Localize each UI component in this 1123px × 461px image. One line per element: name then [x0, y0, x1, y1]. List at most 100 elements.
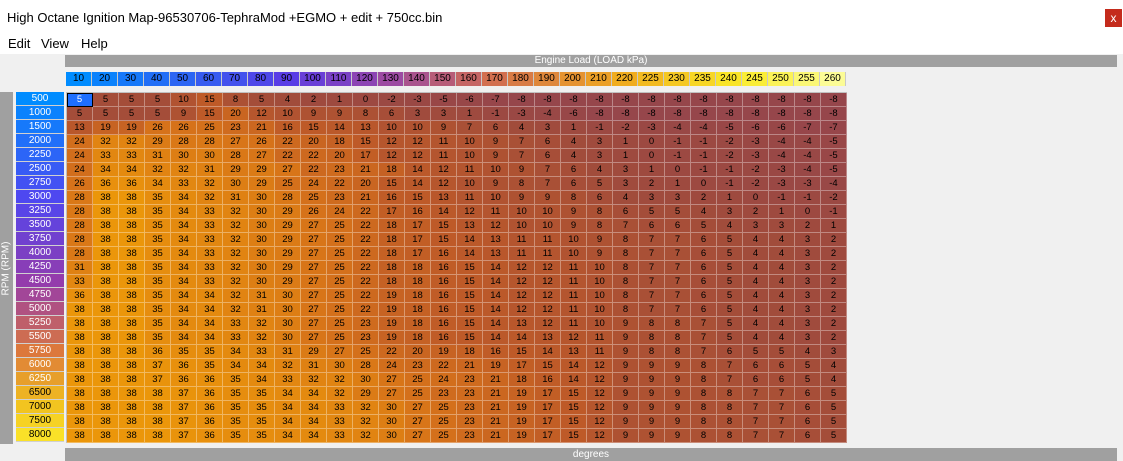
- map-cell[interactable]: 32: [145, 163, 171, 177]
- map-cell[interactable]: -2: [743, 177, 769, 191]
- map-cell[interactable]: 36: [197, 429, 223, 443]
- map-cell[interactable]: 2: [639, 177, 665, 191]
- map-cell[interactable]: 27: [327, 345, 353, 359]
- map-cell[interactable]: 2: [691, 191, 717, 205]
- map-cell[interactable]: 14: [457, 233, 483, 247]
- map-cell[interactable]: 32: [171, 163, 197, 177]
- map-cell[interactable]: 8: [587, 219, 613, 233]
- map-cell[interactable]: 6: [561, 177, 587, 191]
- map-cell[interactable]: 13: [535, 331, 561, 345]
- map-cell[interactable]: 6: [691, 275, 717, 289]
- map-cell[interactable]: 22: [353, 261, 379, 275]
- map-cell[interactable]: 38: [93, 345, 119, 359]
- map-cell[interactable]: 23: [457, 373, 483, 387]
- map-cell[interactable]: 21: [483, 387, 509, 401]
- map-cell[interactable]: 12: [379, 149, 405, 163]
- map-cell[interactable]: 7: [509, 149, 535, 163]
- map-cell[interactable]: 32: [93, 135, 119, 149]
- map-cell[interactable]: 12: [535, 261, 561, 275]
- map-cell[interactable]: 32: [223, 289, 249, 303]
- map-cell[interactable]: 9: [613, 317, 639, 331]
- map-cell[interactable]: 18: [509, 373, 535, 387]
- map-cell[interactable]: 34: [249, 373, 275, 387]
- map-cell[interactable]: 30: [249, 205, 275, 219]
- map-cell[interactable]: 22: [431, 359, 457, 373]
- map-cell[interactable]: 12: [535, 289, 561, 303]
- map-cell[interactable]: -3: [743, 149, 769, 163]
- map-cell[interactable]: 12: [431, 177, 457, 191]
- map-cell[interactable]: 38: [119, 373, 145, 387]
- map-cell[interactable]: 8: [691, 415, 717, 429]
- map-cell[interactable]: 26: [145, 121, 171, 135]
- map-cell[interactable]: 38: [93, 261, 119, 275]
- map-cell[interactable]: 33: [197, 275, 223, 289]
- map-cell[interactable]: 30: [171, 149, 197, 163]
- map-cell[interactable]: 30: [249, 261, 275, 275]
- map-cell[interactable]: 12: [249, 107, 275, 121]
- map-cell[interactable]: 21: [353, 191, 379, 205]
- map-cell[interactable]: 10: [457, 177, 483, 191]
- map-cell[interactable]: 2: [821, 289, 847, 303]
- map-cell[interactable]: 6: [691, 289, 717, 303]
- map-cell[interactable]: 9: [613, 331, 639, 345]
- map-cell[interactable]: 2: [821, 233, 847, 247]
- map-cell[interactable]: 22: [353, 303, 379, 317]
- map-cell[interactable]: 19: [119, 121, 145, 135]
- map-cell[interactable]: 6: [691, 247, 717, 261]
- map-cell[interactable]: 30: [353, 373, 379, 387]
- map-cell[interactable]: 34: [171, 317, 197, 331]
- map-cell[interactable]: 3: [795, 317, 821, 331]
- map-cell[interactable]: 5: [145, 107, 171, 121]
- map-cell[interactable]: 36: [119, 177, 145, 191]
- map-cell[interactable]: 19: [379, 289, 405, 303]
- map-cell[interactable]: -4: [665, 121, 691, 135]
- map-cell[interactable]: 12: [431, 163, 457, 177]
- map-cell[interactable]: 0: [691, 177, 717, 191]
- map-cell[interactable]: 8: [717, 415, 743, 429]
- map-cell[interactable]: 24: [67, 135, 93, 149]
- map-cell[interactable]: 9: [639, 387, 665, 401]
- map-cell[interactable]: 34: [119, 163, 145, 177]
- map-cell[interactable]: 22: [353, 289, 379, 303]
- map-cell[interactable]: -8: [639, 107, 665, 121]
- map-cell[interactable]: 12: [535, 303, 561, 317]
- map-cell[interactable]: -6: [743, 121, 769, 135]
- map-cell[interactable]: 23: [431, 387, 457, 401]
- map-cell[interactable]: 3: [535, 121, 561, 135]
- map-cell[interactable]: 30: [379, 401, 405, 415]
- map-cell[interactable]: 15: [457, 331, 483, 345]
- map-cell[interactable]: 21: [483, 373, 509, 387]
- map-cell[interactable]: 3: [431, 107, 457, 121]
- map-cell[interactable]: 18: [379, 163, 405, 177]
- map-cell[interactable]: 19: [509, 401, 535, 415]
- map-cell[interactable]: -5: [717, 121, 743, 135]
- map-cell[interactable]: 7: [743, 387, 769, 401]
- map-cell[interactable]: 7: [639, 247, 665, 261]
- map-cell[interactable]: 19: [431, 345, 457, 359]
- map-cell[interactable]: 9: [639, 429, 665, 443]
- map-cell[interactable]: 3: [613, 163, 639, 177]
- map-cell[interactable]: 7: [639, 233, 665, 247]
- map-cell[interactable]: 4: [717, 219, 743, 233]
- map-cell[interactable]: 11: [457, 191, 483, 205]
- map-cell[interactable]: 12: [483, 219, 509, 233]
- map-cell[interactable]: 32: [223, 261, 249, 275]
- map-cell[interactable]: 21: [457, 359, 483, 373]
- map-cell[interactable]: 35: [197, 359, 223, 373]
- map-cell[interactable]: 9: [483, 135, 509, 149]
- map-cell[interactable]: 7: [769, 387, 795, 401]
- map-cell[interactable]: 25: [327, 331, 353, 345]
- map-cell[interactable]: 38: [93, 191, 119, 205]
- map-cell[interactable]: 37: [171, 429, 197, 443]
- map-cell[interactable]: 38: [93, 205, 119, 219]
- map-cell[interactable]: 4: [769, 317, 795, 331]
- map-cell[interactable]: -8: [743, 93, 769, 107]
- map-cell[interactable]: 28: [171, 135, 197, 149]
- map-cell[interactable]: 11: [587, 331, 613, 345]
- map-cell[interactable]: 12: [509, 261, 535, 275]
- map-cell[interactable]: 25: [275, 177, 301, 191]
- map-cell[interactable]: 38: [145, 429, 171, 443]
- map-cell[interactable]: 36: [197, 373, 223, 387]
- map-cell[interactable]: -5: [821, 163, 847, 177]
- map-cell[interactable]: 4: [769, 275, 795, 289]
